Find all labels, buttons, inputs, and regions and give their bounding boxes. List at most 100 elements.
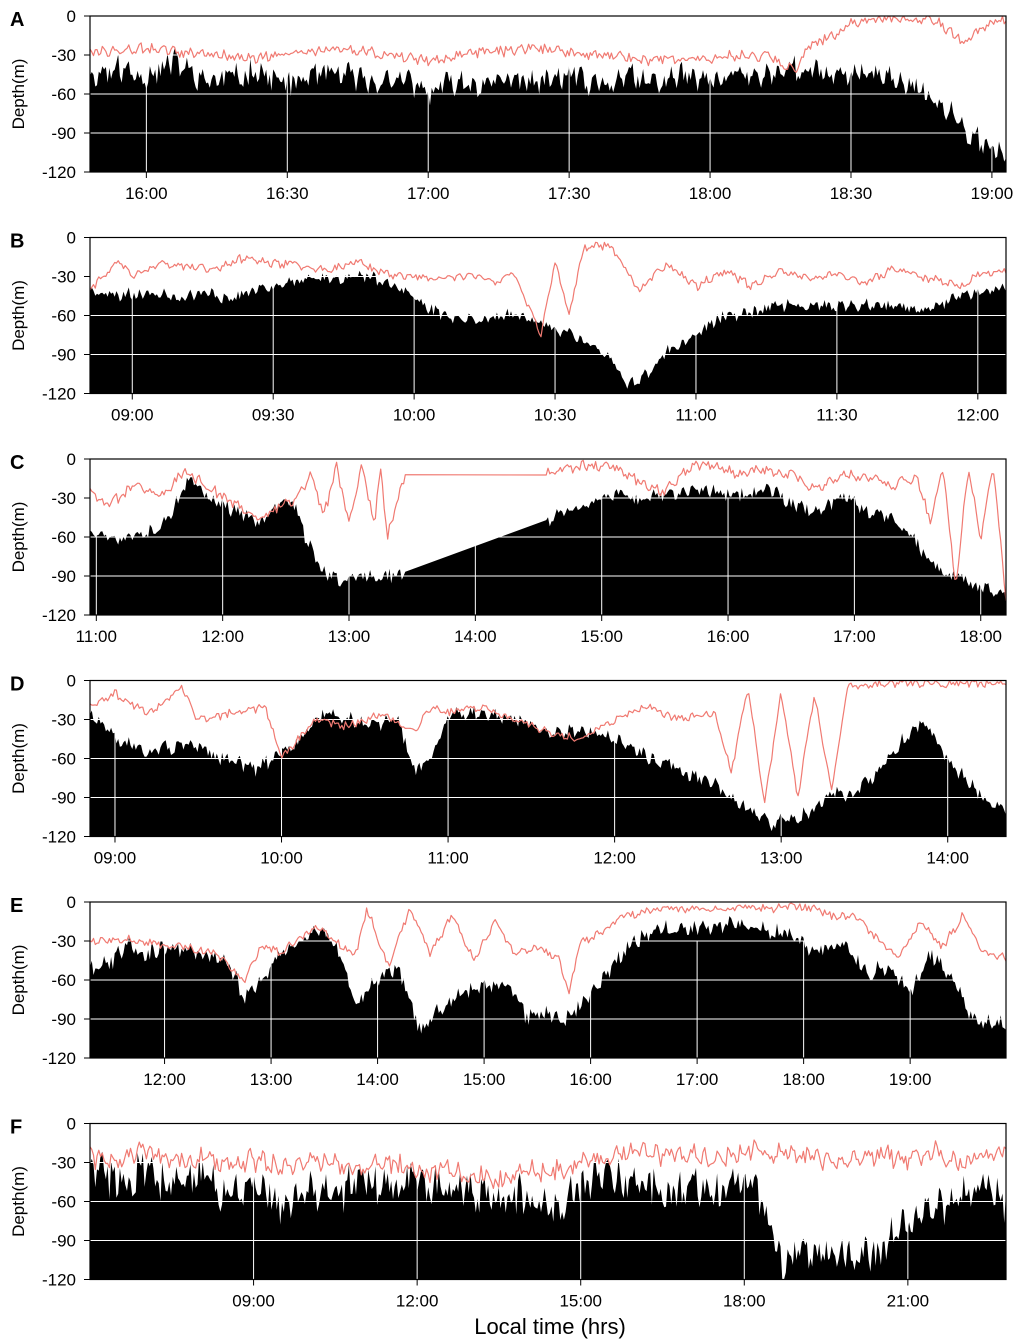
y-tick-label: -90 [51, 1010, 76, 1029]
y-tick-label: -120 [42, 606, 76, 625]
x-tick-label: 13:00 [760, 849, 803, 868]
y-tick-label: -60 [51, 971, 76, 990]
dive-line [90, 241, 1006, 338]
y-tick-label: -60 [51, 1193, 76, 1212]
x-tick-label: 12:00 [396, 1292, 439, 1311]
y-tick-label: 0 [67, 1115, 76, 1134]
y-tick-label: -90 [51, 124, 76, 143]
panel-e: 0 -30 -60 -90 -120 12:00 13:00 14:00 15:00 16:00 1… [9, 893, 1007, 1089]
y-tick-label: -30 [51, 268, 76, 287]
x-tick-label: 17:00 [676, 1070, 719, 1089]
x-tick-label: 16:00 [125, 184, 168, 203]
y-axis-label: Depth(m) [9, 59, 28, 130]
x-tick-label: 09:00 [111, 406, 154, 425]
panel-letter: F [10, 1117, 22, 1139]
chart-panels: 0 -30 -60 -90 -120 16:00 16:30 17:00 17:30 18:00 1… [9, 7, 1013, 1311]
x-tick-label: 14:00 [926, 849, 969, 868]
y-tick-label: -30 [51, 1154, 76, 1173]
y-tick-label: -30 [51, 711, 76, 730]
y-tick-label: 0 [67, 893, 76, 912]
y-tick-label: 0 [67, 672, 76, 691]
x-tick-label: 13:00 [250, 1070, 293, 1089]
y-tick-label: -30 [51, 932, 76, 951]
x-tick-label: 10:00 [260, 849, 303, 868]
x-tick-label: 11:00 [427, 849, 468, 868]
x-tick-label: 09:30 [252, 406, 295, 425]
dive-line [90, 16, 1006, 73]
x-tick-label: 17:00 [407, 184, 450, 203]
y-tick-label: 0 [67, 450, 76, 469]
x-tick-label: 15:00 [463, 1070, 506, 1089]
x-tick-label: 18:00 [782, 1070, 825, 1089]
x-tick-label: 12:00 [593, 849, 636, 868]
panel-letter: E [10, 895, 23, 917]
x-tick-label: 18:30 [830, 184, 873, 203]
x-tick-label: 11:00 [76, 627, 117, 646]
y-tick-label: -30 [51, 46, 76, 65]
y-axis-label: Depth(m) [9, 1166, 28, 1237]
seafloor-area [90, 706, 1006, 837]
x-tick-label: 15:00 [559, 1292, 602, 1311]
x-tick-label: 09:00 [232, 1292, 275, 1311]
x-tick-label: 18:00 [959, 627, 1002, 646]
x-tick-label: 18:00 [723, 1292, 766, 1311]
panel-b: 0 -30 -60 -90 -120 09:00 09:30 10:00 10:30 11:00 1… [9, 229, 1007, 425]
dive-line [90, 680, 1006, 804]
x-tick-label: 15:00 [580, 627, 623, 646]
x-tick-label: 13:00 [328, 627, 371, 646]
plot-area [90, 902, 1006, 1058]
seafloor-area [90, 916, 1006, 1058]
x-tick-label: 12:00 [957, 406, 1000, 425]
x-tick-label: 16:00 [569, 1070, 612, 1089]
x-tick-label: 10:30 [534, 406, 577, 425]
dive-line [90, 459, 1006, 602]
x-tick-label: 16:30 [266, 184, 309, 203]
y-tick-label: -30 [51, 489, 76, 508]
y-tick-label: 0 [67, 229, 76, 248]
seafloor-area [90, 1151, 1006, 1280]
x-tick-label: 11:30 [816, 406, 857, 425]
x-tick-label: 19:00 [889, 1070, 932, 1089]
y-axis-label: Depth(m) [9, 945, 28, 1016]
y-tick-label: -60 [51, 528, 76, 547]
plot-area [90, 1139, 1006, 1280]
seafloor-area [90, 270, 1006, 394]
plot-area [90, 459, 1006, 615]
x-tick-label: 14:00 [356, 1070, 399, 1089]
x-tick-label: 12:00 [201, 627, 244, 646]
y-tick-label: -60 [51, 307, 76, 326]
y-tick-label: -60 [51, 85, 76, 104]
x-tick-label: 19:00 [971, 184, 1014, 203]
panel-a: 0 -30 -60 -90 -120 16:00 16:30 17:00 17:30 18:00 1… [9, 7, 1013, 203]
y-tick-label: -90 [51, 789, 76, 808]
y-tick-label: -90 [51, 1232, 76, 1251]
x-tick-label: 14:00 [454, 627, 497, 646]
panel-d: 0 -30 -60 -90 -120 09:00 10:00 11:00 12:00 13:00 1… [9, 672, 1007, 868]
x-axis-label: Local time (hrs) [474, 1314, 626, 1339]
y-tick-label: -120 [42, 828, 76, 847]
x-tick-label: 16:00 [707, 627, 750, 646]
y-tick-label: -90 [51, 346, 76, 365]
y-axis-label: Depth(m) [9, 502, 28, 573]
y-tick-label: -90 [51, 567, 76, 586]
dive-line [90, 1139, 1006, 1189]
y-axis-label: Depth(m) [9, 723, 28, 794]
panel-letter: D [10, 674, 24, 696]
panel-f: 0 -30 -60 -90 -120 09:00 12:00 15:00 18:00 21:00 F… [9, 1115, 1007, 1311]
panel-letter: B [10, 231, 24, 253]
y-tick-label: -120 [42, 385, 76, 404]
y-tick-label: -60 [51, 750, 76, 769]
x-tick-label: 11:00 [675, 406, 716, 425]
y-axis-label: Depth(m) [9, 280, 28, 351]
plot-area [90, 241, 1006, 394]
x-tick-label: 17:00 [833, 627, 876, 646]
seafloor-area [90, 477, 1006, 615]
x-tick-label: 09:00 [94, 849, 137, 868]
panel-letter: A [10, 9, 24, 31]
plot-area [90, 680, 1006, 837]
y-tick-label: -120 [42, 1271, 76, 1290]
y-tick-label: -120 [42, 163, 76, 182]
x-tick-label: 21:00 [887, 1292, 930, 1311]
